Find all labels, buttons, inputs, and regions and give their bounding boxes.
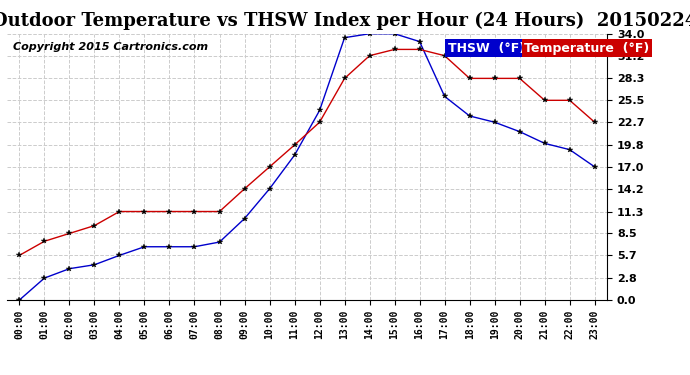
Text: Temperature  (°F): Temperature (°F) xyxy=(524,42,649,55)
Text: Outdoor Temperature vs THSW Index per Hour (24 Hours)  20150224: Outdoor Temperature vs THSW Index per Ho… xyxy=(0,11,690,30)
Text: Copyright 2015 Cartronics.com: Copyright 2015 Cartronics.com xyxy=(13,42,208,52)
Text: THSW  (°F): THSW (°F) xyxy=(448,42,525,55)
